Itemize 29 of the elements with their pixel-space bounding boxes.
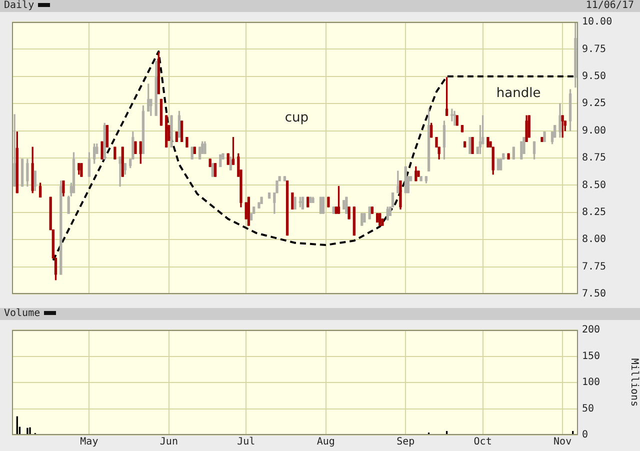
y-tick-label: 9.00 [582,125,606,136]
x-tick-label: Jun [160,436,178,448]
text: 11/06/17 [586,0,634,12]
x-tick-label: Sep [396,436,415,448]
annotation: cup [284,110,309,126]
x-tick-label: Oct [474,436,492,448]
y-tick-label: 200 [582,324,600,336]
x-tick-label: May [80,436,98,448]
y-tick-label: 10.00 [582,16,612,28]
y-tick-label: 100 [582,377,600,388]
y-tick-label: 7.50 [582,288,606,300]
annotation: handle [496,86,541,101]
y-tick-label: 9.50 [582,70,606,82]
y-tick-label: 8.50 [582,180,606,191]
y-tick-label: 0 [582,430,588,441]
chart-title: Volume [4,308,42,320]
y-tick-label: 8.75 [582,152,606,164]
chart-title: Daily [4,0,36,12]
x-tick-label: Jul [237,436,256,448]
y-tick-label: 150 [582,350,600,362]
y-axis-title: Millions [628,358,640,407]
y-tick-label: 8.00 [582,234,606,246]
x-tick-label: Nov [554,436,572,448]
y-tick-label: 7.75 [582,261,606,272]
x-tick-label: Aug [316,436,335,448]
y-tick-label: 50 [582,403,594,414]
y-tick-label: 9.25 [582,98,606,110]
y-tick-label: 9.75 [582,44,606,55]
y-tick-label: 8.25 [582,206,606,218]
